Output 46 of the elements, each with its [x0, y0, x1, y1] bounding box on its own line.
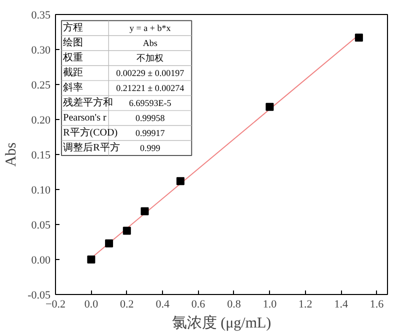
annotation: 0.00229 ± 0.00197: [116, 68, 185, 78]
annotation: 调整后R平方: [63, 141, 120, 154]
annotation: y = a + b*x: [130, 23, 172, 34]
x-tick-label: 0.4: [156, 298, 170, 310]
y-tick-label: 0.15: [31, 150, 51, 162]
x-tick-label: 1.6: [370, 298, 384, 310]
annotation: R平方(COD): [63, 126, 118, 139]
annotation: 斜率: [63, 82, 84, 94]
x-tick-label: 1.4: [334, 298, 348, 310]
x-axis-title: 氯浓度 (μg/mL): [172, 314, 272, 332]
annotation: 0.21221 ± 0.00274: [116, 83, 185, 94]
x-tick-label: 0.2: [120, 298, 134, 310]
y-tick-label: -0.05: [28, 290, 51, 302]
point: [354, 34, 363, 42]
x-tick-label: 0.0: [84, 298, 99, 310]
annotation: Pearson's r: [63, 112, 107, 124]
annotation: 残差平方和: [63, 96, 114, 109]
annotation: Abs: [142, 38, 158, 48]
y-tick-label: 0.20: [31, 114, 51, 126]
annotation: 方程: [63, 22, 84, 34]
point: [176, 177, 184, 186]
annotation: 6.69593E-5: [129, 98, 172, 108]
y-tick-label: 0.35: [31, 10, 51, 22]
x-tick-label: 0.6: [191, 298, 206, 310]
y-tick-label: 0.10: [31, 184, 51, 196]
annotation: 截距: [63, 66, 84, 79]
x-tick-label: 0.8: [227, 298, 242, 310]
annotation: 权重: [62, 52, 84, 64]
y-axis-title: Abs: [4, 142, 20, 167]
x-tick-label: 1.0: [262, 298, 278, 310]
point: [87, 256, 96, 264]
x-tick-label: −0.2: [46, 298, 66, 310]
y-tick-label: 0.30: [31, 44, 51, 56]
y-tick-label: 0.25: [31, 80, 51, 92]
annotation: 0.99958: [135, 113, 166, 124]
annotation: 绘图: [63, 36, 84, 49]
point: [105, 239, 114, 248]
annotation: 不加权: [136, 53, 164, 64]
x-tick-label: 1.2: [298, 298, 312, 310]
y-tick-label: 0.00: [31, 254, 51, 266]
annotation: 0.999: [140, 142, 161, 153]
point: [266, 102, 274, 111]
annotation: 0.99917: [135, 128, 166, 138]
y-tick-label: 0.05: [31, 220, 51, 232]
point: [140, 207, 149, 216]
point: [122, 226, 131, 235]
